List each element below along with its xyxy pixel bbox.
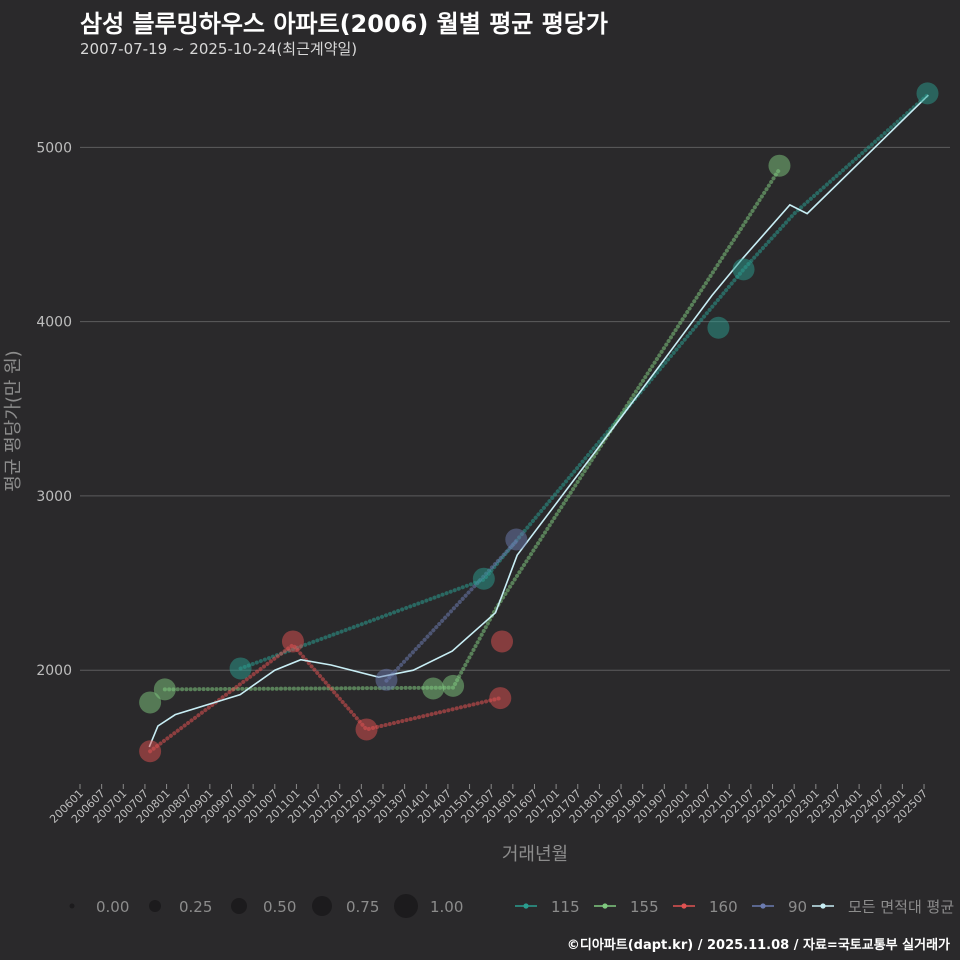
data-point-160 <box>139 740 162 763</box>
legend-label-155: 155 <box>630 898 659 916</box>
legend-label-90: 90 <box>788 898 807 916</box>
data-point-160 <box>355 718 378 741</box>
legend-label-160: 160 <box>709 898 738 916</box>
data-point-160 <box>489 687 512 710</box>
data-point-115 <box>916 82 939 105</box>
data-point-90 <box>505 528 528 551</box>
size-legend-dot <box>231 898 247 914</box>
y-tick-label: 3000 <box>36 489 72 505</box>
chart-title: 삼성 블루밍하우스 아파트(2006) 월별 평균 평당가 <box>80 10 608 38</box>
size-legend-label: 0.50 <box>263 898 296 916</box>
legend-key-dot <box>820 903 826 909</box>
data-point-160 <box>491 630 514 653</box>
data-point-115 <box>732 258 755 281</box>
series-line-90 <box>384 539 519 683</box>
legend-label-115: 115 <box>551 898 580 916</box>
size-legend-label: 1.00 <box>430 898 463 916</box>
size-legend-label: 0.00 <box>96 898 129 916</box>
data-point-115 <box>229 657 252 680</box>
y-tick-label: 2000 <box>36 663 72 679</box>
size-legend-dot <box>149 900 161 912</box>
x-axis-title: 거래년월 <box>502 844 568 865</box>
data-point-90 <box>375 668 398 691</box>
series-line-155 <box>162 167 782 692</box>
series-line-115 <box>238 93 930 671</box>
data-point-155 <box>768 154 791 177</box>
chart-subtitle: 2007-07-19 ~ 2025-10-24(최근계약일) <box>80 40 358 58</box>
size-legend-label: 0.25 <box>179 898 212 916</box>
data-point-115 <box>472 567 495 590</box>
data-point-155 <box>153 678 176 701</box>
size-legend-dot <box>69 903 75 909</box>
data-point-160 <box>281 630 304 653</box>
series-line-average <box>148 94 929 748</box>
chart-caption: ©디아파트(dapt.kr) / 2025.11.08 / 자료=국토교통부 실… <box>566 938 950 953</box>
data-point-155 <box>422 677 445 700</box>
legend-key-dot <box>602 903 608 909</box>
size-legend-label: 0.75 <box>346 898 379 916</box>
legend-key-dot <box>760 903 766 909</box>
data-point-155 <box>139 691 162 714</box>
y-tick-label: 4000 <box>36 315 72 331</box>
series-line-160 <box>148 642 503 754</box>
size-legend-dot <box>312 896 332 916</box>
y-axis-title: 평균 평당가(만 원) <box>3 350 24 491</box>
data-point-155 <box>442 674 465 697</box>
size-legend-dot <box>394 894 418 918</box>
legend-key-dot <box>523 903 529 909</box>
legend-key-dot <box>681 903 687 909</box>
data-point-115 <box>707 316 730 339</box>
legend-label-average: 모든 면적대 평균 <box>848 898 954 916</box>
y-tick-label: 5000 <box>36 140 72 156</box>
